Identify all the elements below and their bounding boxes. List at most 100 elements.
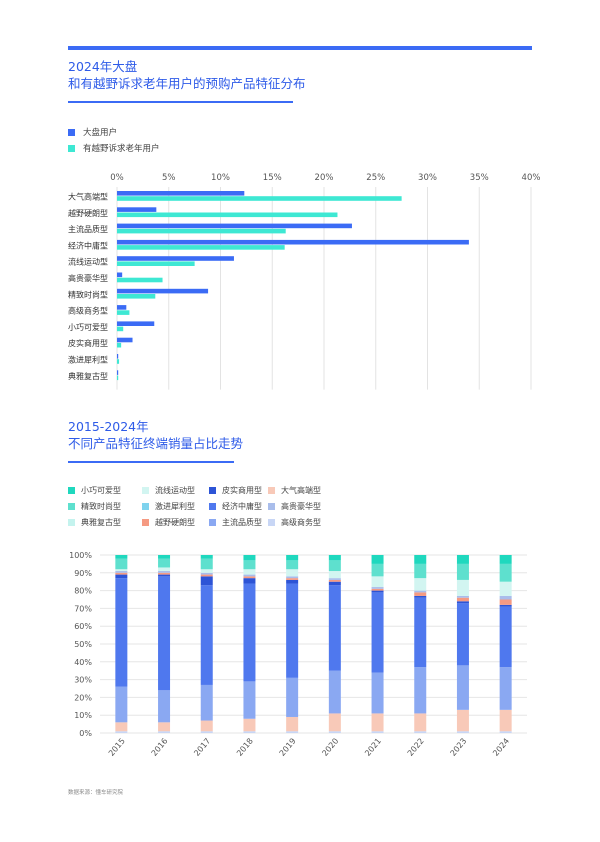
stack-segment [456, 665, 469, 710]
stack-segment [200, 558, 213, 570]
stack-segment [328, 571, 341, 579]
stack-segment [200, 684, 213, 721]
stack-segment [158, 555, 171, 559]
section2-title: 2015-2024年 不同产品特征终端销量占比走势 [68, 418, 243, 452]
horizontal-bar-chart: 0% 5% 10% 15% 20% 25% 30% 35% 40% 大气高端型越野硬朗型主流品质型… [68, 173, 540, 390]
legend-swatch [268, 503, 275, 510]
legend-item: 精致时尚型 [68, 501, 121, 512]
stack-segment [115, 569, 128, 572]
y-tick-label: 0% [79, 729, 92, 738]
legend-label-offroad-elderly: 有越野诉求老年用户 [83, 144, 160, 154]
stack-segment [499, 595, 512, 600]
legend-item: 小巧可爱型 [68, 485, 121, 496]
legend-item: 流线运动型 [142, 485, 195, 496]
stack-segment [456, 563, 469, 580]
legend-item: 越野硬朗型 [142, 517, 195, 528]
x-tick-label: 15% [263, 173, 282, 183]
stack-segment [328, 731, 341, 733]
bar-offroad-elderly [117, 375, 119, 381]
legend-swatch-offroad-elderly [68, 144, 75, 152]
stack-segment [243, 560, 256, 570]
stack-segment [371, 713, 384, 732]
bar-market [117, 239, 469, 245]
legend-swatch-market [68, 128, 75, 136]
legend-item-market: 大盘用户 [68, 124, 160, 140]
stack-segment [286, 560, 299, 570]
stack-segment [499, 581, 512, 596]
stack-segment [200, 576, 213, 586]
section2-title-underline [68, 461, 234, 463]
stack-segment [499, 731, 512, 733]
x-tick-label: 2022 [406, 737, 426, 758]
bar-market [117, 256, 234, 261]
stack-segment [499, 563, 512, 582]
stacked-bar-chart: 0% 10% 20% 30% 40% 50% 60% 70% 80% 90% 100% 2015 201… [69, 551, 527, 758]
legend-swatch [209, 503, 216, 510]
x-tick-label: 20% [315, 173, 334, 183]
stack-segment [414, 563, 427, 579]
legend-item: 高级商务型 [268, 517, 321, 528]
legend-swatch [68, 503, 75, 510]
bar-offroad-elderly [117, 326, 124, 332]
bar-market [117, 337, 133, 343]
stack-segment [414, 667, 427, 714]
y-tick-label: 60% [74, 622, 92, 631]
bar-offroad-elderly [117, 294, 156, 299]
category-label: 激进犀利型 [68, 355, 108, 365]
stack-segment [371, 672, 384, 714]
stack-segment [243, 681, 256, 719]
stack-segment [371, 563, 384, 577]
stack-segment [286, 583, 299, 678]
bar-market [117, 191, 245, 196]
stack-segment [286, 578, 299, 580]
stack-segment [456, 603, 469, 666]
stack-segment [371, 588, 384, 591]
y-tick-label: 20% [74, 693, 92, 702]
stack-segment [328, 579, 341, 582]
stack-segment [456, 595, 469, 598]
category-label: 典雅复古型 [68, 371, 108, 381]
stack-segment [371, 587, 384, 589]
category-label: 高贵豪华型 [68, 273, 108, 283]
legend-label-market: 大盘用户 [83, 128, 118, 138]
stack-segment [243, 718, 256, 732]
y-tick-label: 50% [74, 640, 92, 649]
y-tick-label: 90% [74, 569, 92, 578]
stack-segment [200, 574, 213, 577]
stack-segment [499, 667, 512, 710]
y-tick-label: 30% [74, 676, 92, 685]
stack-segment [115, 722, 128, 732]
stack-segment [115, 555, 128, 559]
bar-offroad-elderly [117, 359, 120, 364]
bar-offroad-elderly [117, 228, 286, 234]
stack-segment [414, 555, 427, 564]
legend-item: 典雅复古型 [68, 517, 121, 528]
stack-segment [200, 572, 213, 575]
legend-label: 精致时尚型 [81, 502, 121, 511]
x-tick-label: 30% [418, 173, 437, 183]
legend-swatch [142, 487, 149, 494]
legend-label: 皮实商用型 [222, 486, 262, 495]
stack-segment [158, 571, 171, 573]
bar-offroad-elderly [117, 196, 402, 201]
stack-segment [371, 731, 384, 733]
data-source: 数据来源：懂车研究院 [68, 790, 124, 796]
category-label: 主流品质型 [68, 224, 108, 234]
stack-segment [243, 576, 256, 579]
stack-segment [158, 558, 171, 568]
section1-title-underline [68, 101, 293, 103]
y-tick-label: 10% [74, 711, 92, 720]
bar-offroad-elderly [117, 212, 338, 218]
category-label: 皮实商用型 [68, 338, 108, 348]
category-label: 精致时尚型 [68, 289, 108, 299]
legend-swatch [68, 519, 75, 526]
stack-segment [328, 578, 341, 580]
legend-label: 越野硬朗型 [155, 518, 195, 527]
stack-segment [115, 578, 128, 687]
x-tick-label: 2015 [107, 737, 127, 758]
x-tick-label: 2017 [192, 737, 212, 758]
x-tick-label: 2018 [235, 737, 255, 758]
bar-offroad-elderly [117, 277, 163, 283]
bar-market [117, 354, 119, 359]
legend-item: 大气高端型 [268, 485, 321, 496]
